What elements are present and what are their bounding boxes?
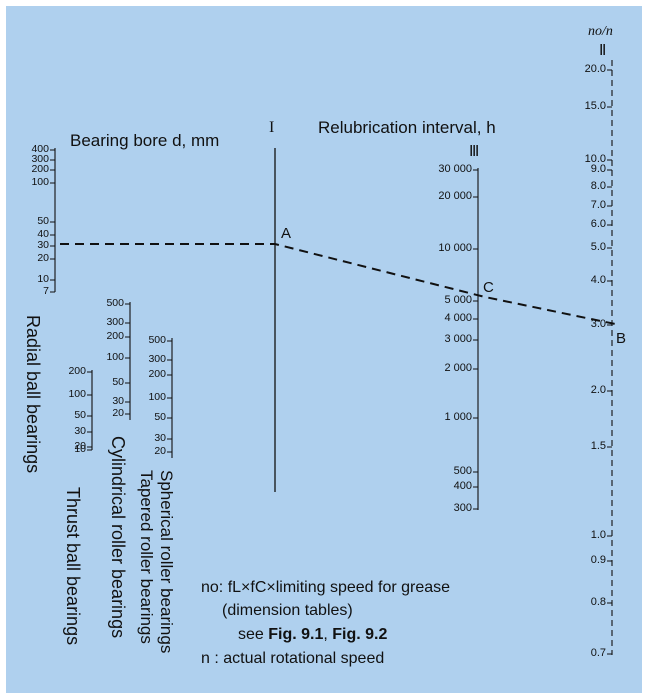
- tick-label: 1.5: [590, 440, 606, 453]
- tick-label: 20: [154, 445, 166, 458]
- tick-label: 30: [74, 425, 86, 438]
- tick-label: 30: [112, 395, 124, 408]
- tick-label: 40: [37, 228, 49, 241]
- tick-label: 8.0: [590, 180, 606, 193]
- label-thrust-ball: Thrust ball bearings: [63, 487, 83, 646]
- tick-label: 3 000: [444, 333, 472, 346]
- tick-label: 300: [148, 353, 166, 366]
- note-line-3: see Fig. 9.1, Fig. 9.2: [238, 626, 387, 644]
- tick-label: 50: [74, 409, 86, 422]
- label-radial-ball: Radial ball bearings: [23, 315, 43, 474]
- label-tapered-roller: Tapered roller bearings: [137, 470, 156, 644]
- tick-label: 3.0: [590, 318, 606, 331]
- tick-label: 20: [37, 252, 49, 265]
- tick-label: 2 000: [444, 362, 472, 375]
- tick-label: 0.8: [590, 596, 606, 609]
- tick-label: 5 000: [444, 294, 472, 307]
- tick-label: 400: [31, 143, 49, 156]
- label-spherical-roller: Spherical roller bearings: [157, 470, 176, 654]
- tick-label: 7.0: [590, 199, 606, 212]
- reading-line: [60, 243, 621, 326]
- tick-label: 300: [453, 502, 472, 515]
- tick-label: 300: [106, 316, 124, 329]
- tick-label: 100: [148, 391, 166, 404]
- tick-label: 1.0: [590, 529, 606, 542]
- tick-label: 30 000: [438, 163, 472, 176]
- bore-title-text: Bearing bore d, mm: [70, 131, 220, 150]
- tick-label: 7: [43, 285, 49, 298]
- tick-label: 30: [154, 432, 166, 445]
- point-label-C: C: [483, 279, 494, 296]
- tick-label: 100: [106, 351, 124, 364]
- tick-label: 20: [112, 407, 124, 420]
- tick-label: 200: [106, 330, 124, 343]
- axis-mark-III: Ⅲ: [469, 144, 480, 160]
- tick-label: 15.0: [584, 100, 606, 113]
- note-fig-9-1: Fig. 9.1: [268, 626, 324, 643]
- tick-label: 50: [112, 376, 124, 389]
- note-line-4: n : actual rotational speed: [201, 650, 385, 667]
- tick-label: 0.7: [590, 647, 606, 660]
- tick-label: 0.9: [590, 554, 606, 567]
- tick-label: 10: [37, 273, 49, 286]
- relub-title: Relubrication interval, h: [318, 118, 496, 137]
- tick-label: 10 000: [438, 242, 472, 255]
- tick-label: 400: [453, 480, 472, 493]
- axis-mark-I: I: [269, 119, 275, 136]
- tick-label: 9.0: [590, 163, 606, 176]
- note-sep: ,: [323, 626, 333, 643]
- tick-label: 500: [148, 334, 166, 347]
- tick-label: 6.0: [590, 218, 606, 231]
- axis-mark-II: Ⅱ: [599, 43, 607, 59]
- tick-label: 10: [74, 443, 86, 456]
- note-line-2: (dimension tables): [222, 602, 353, 619]
- tick-label: 500: [106, 297, 124, 310]
- figure-panel: [6, 6, 642, 693]
- tick-label: 20 000: [438, 190, 472, 203]
- tick-label: 200: [31, 163, 49, 176]
- tick-label: 200: [68, 365, 86, 378]
- label-cylindrical-roller: Cylindrical roller bearings: [108, 436, 128, 639]
- tick-label: 20: [74, 440, 86, 453]
- note-fig-9-2: Fig. 9.2: [332, 626, 388, 643]
- tick-label: 100: [31, 176, 49, 189]
- tick-label: 2.0: [590, 384, 606, 397]
- tick-label: 20.0: [584, 63, 606, 76]
- point-label-B: B: [616, 330, 627, 347]
- tick-label: 5.0: [590, 241, 606, 254]
- point-label-A: A: [281, 225, 292, 242]
- note-see: see: [238, 626, 269, 643]
- bore-title: Bearing bore d, mm: [70, 131, 219, 151]
- tick-label: 1 000: [444, 411, 472, 424]
- tick-label: 100: [68, 388, 86, 401]
- tick-label: 500: [453, 465, 472, 478]
- tick-label: 4 000: [444, 312, 472, 325]
- tick-label: 50: [154, 411, 166, 424]
- tick-label: 30: [37, 239, 49, 252]
- tick-label: 50: [37, 215, 49, 228]
- tick-label: 4.0: [590, 274, 606, 287]
- note-line-1: no: fL×fC×limiting speed for grease: [201, 579, 451, 596]
- tick-label: 300: [31, 153, 49, 166]
- ratio-title: no/n: [588, 24, 613, 39]
- tick-label: 200: [148, 368, 166, 381]
- tick-label: 10.0: [584, 153, 606, 166]
